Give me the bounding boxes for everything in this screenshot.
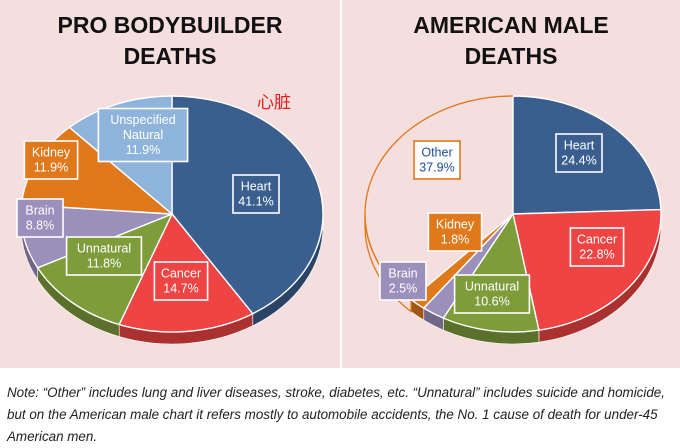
bodybuilder-chart-panel: PRO BODYBUILDER DEATHS 心脏 Heart 41.1% Canc… <box>0 0 340 368</box>
bodybuilder-pie-chart: Heart41.1%Cancer14.7%Unnatural11.8%Brain… <box>16 95 324 345</box>
bodybuilder-label-text-cancer-1: 14.7% <box>163 282 198 296</box>
bodybuilder-label-text-heart-1: 41.1% <box>238 195 273 209</box>
bodybuilder-label-text-kidney-1: 11.9% <box>34 161 69 175</box>
american-male-label-text-kidney-1: 1.8% <box>441 233 470 247</box>
bodybuilder-label-text-unspecified-natural-2: 11.9% <box>126 143 161 157</box>
bodybuilder-label-text-unnatural-0: Unnatural <box>77 242 131 256</box>
american-male-label-text-kidney-0: Kidney <box>436 218 475 232</box>
american-male-label-text-other-1: 37.9% <box>419 161 454 175</box>
american-male-title-line-2: DEATHS <box>464 43 558 69</box>
bodybuilder-label-text-brain-1: 8.8% <box>26 219 55 233</box>
heart-annotation: 心脏 <box>257 93 291 113</box>
bodybuilder-label-text-unspecified-natural-1: Natural <box>123 128 163 142</box>
bodybuilder-label-text-unnatural-1: 11.8% <box>87 257 122 271</box>
bodybuilder-chart-title: PRO BODYBUILDER DEATHS <box>0 10 340 72</box>
bodybuilder-label-text-unspecified-natural-0: Unspecified <box>110 113 175 127</box>
american-male-label-box-cancer <box>569 227 625 267</box>
bodybuilder-label-box-unspecified-natural <box>97 107 189 163</box>
bodybuilder-label-box-cancer <box>153 261 209 301</box>
bodybuilder-title-line-2: DEATHS <box>123 43 217 69</box>
american-male-label-text-unnatural-0: Unnatural <box>465 280 519 294</box>
bodybuilder-label-text-kidney-0: Kidney <box>32 146 71 160</box>
american-male-label-box-other <box>413 140 461 180</box>
american-male-label-box-kidney <box>427 212 483 252</box>
american-male-chart-title: AMERICAN MALE DEATHS <box>342 10 680 72</box>
american-male-label-text-heart-0: Heart <box>564 139 595 153</box>
bodybuilder-label-box-brain <box>16 198 64 238</box>
bodybuilder-label-box-kidney <box>23 140 79 180</box>
american-male-title-line-1: AMERICAN MALE <box>413 12 609 38</box>
american-male-label-text-unnatural-1: 10.6% <box>474 295 509 309</box>
bodybuilder-label-text-brain-0: Brain <box>25 204 54 218</box>
bodybuilder-label-box-unnatural <box>65 236 143 276</box>
american-male-label-box-brain <box>379 261 427 301</box>
bodybuilder-label-text-heart-0: Heart <box>241 180 272 194</box>
bodybuilder-title-line-1: PRO BODYBUILDER <box>57 12 283 38</box>
american-male-label-box-heart <box>555 133 603 173</box>
bodybuilder-label-box-heart <box>232 174 280 214</box>
bodybuilder-label-text-cancer-0: Cancer <box>161 267 201 281</box>
chart-footnote: Note: “Other” includes lung and liver di… <box>7 385 665 444</box>
american-male-label-text-cancer-1: 22.8% <box>579 248 614 262</box>
american-male-label-box-unnatural <box>453 274 531 314</box>
american-male-label-text-brain-0: Brain <box>388 267 417 281</box>
panel-divider <box>340 0 342 368</box>
american-male-label-text-other-0: Other <box>421 146 452 160</box>
american-male-label-text-brain-1: 2.5% <box>389 282 418 296</box>
american-male-chart-panel: AMERICAN MALE DEATHS Heart 24.4% Cancer 22.… <box>342 0 680 368</box>
american-male-label-text-heart-1: 24.4% <box>561 154 596 168</box>
american-male-label-text-cancer-0: Cancer <box>577 233 617 247</box>
